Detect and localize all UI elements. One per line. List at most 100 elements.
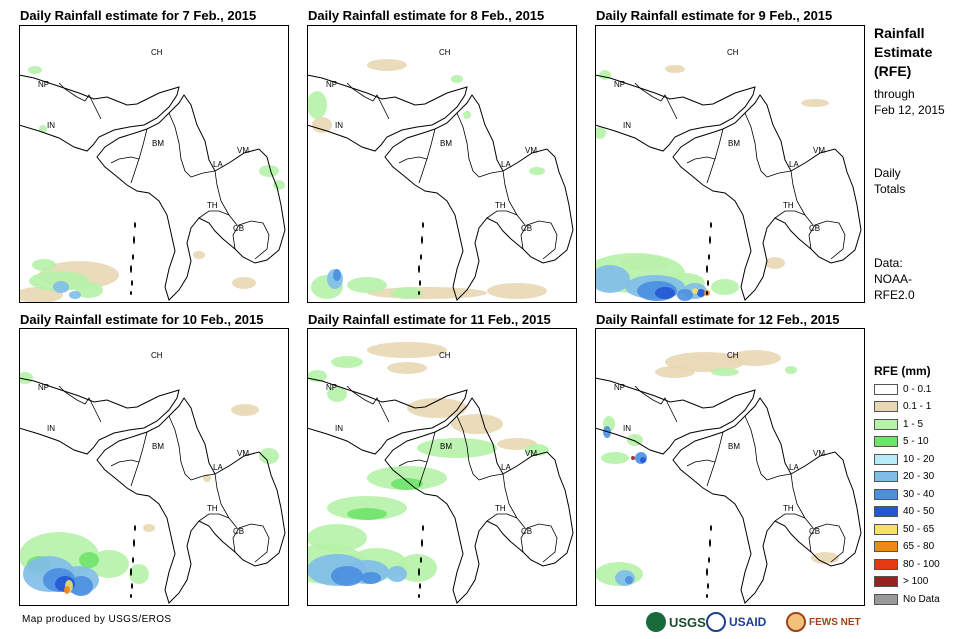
- rainfall-area: [259, 165, 279, 177]
- country-border: [110, 156, 140, 164]
- island: [418, 291, 420, 295]
- map-panel-6: CH NP IN BM LA VM TH CB: [595, 328, 865, 606]
- country-label-bm: BM: [728, 442, 740, 451]
- rainfall-area: [79, 552, 99, 568]
- sidebar-title-line1: Rainfall: [874, 25, 925, 41]
- rainfall-area: [655, 287, 675, 299]
- island: [419, 280, 421, 286]
- rainfall-area: [391, 478, 423, 490]
- country-label-cb: CB: [521, 527, 532, 536]
- country-border: [766, 473, 792, 481]
- rainfall-area: [729, 350, 781, 366]
- legend-swatch: [874, 401, 898, 412]
- country-label-np: NP: [614, 383, 625, 392]
- legend-swatch: [874, 593, 898, 605]
- rainfall-area: [367, 59, 407, 71]
- legend-label: 40 - 50: [903, 506, 935, 517]
- coastline: [96, 94, 286, 301]
- northern-border: [595, 74, 756, 152]
- country-border: [520, 220, 558, 260]
- usaid-logo-text: USAID: [729, 615, 767, 629]
- fews-net-logo-text: FEWS NET: [809, 616, 861, 628]
- coastline: [96, 397, 286, 604]
- sidebar-data-label: Data:: [874, 256, 903, 270]
- sidebar-title-line3: (RFE): [874, 63, 912, 79]
- rainfall-area: [640, 457, 646, 463]
- country-border: [214, 170, 238, 226]
- map-panel-5: CH NP IN BM LA VM TH CB: [307, 328, 577, 606]
- panel-title-3: Daily Rainfall estimate for 9 Feb., 2015: [596, 8, 833, 23]
- fews-net-logo: FEWS NET: [786, 609, 861, 635]
- rainfall-area: [387, 566, 407, 582]
- legend-swatch: [874, 418, 898, 430]
- rainfall-area: [625, 576, 633, 584]
- map-panel-3: CH NP IN BM LA VM TH CB: [595, 25, 865, 303]
- legend-item: 50 - 65: [874, 522, 934, 536]
- country-border: [486, 513, 518, 522]
- legend-label: 5 - 10: [903, 436, 929, 447]
- country-label-la: LA: [789, 160, 799, 169]
- rainfall-area: [367, 342, 447, 358]
- country-label-th: TH: [495, 504, 506, 513]
- island: [420, 254, 422, 260]
- rainfall-area: [143, 524, 155, 532]
- country-border: [58, 82, 102, 120]
- country-label-np: NP: [326, 383, 337, 392]
- country-label-ch: CH: [439, 48, 451, 57]
- sidebar-title-line2: Estimate: [874, 44, 933, 60]
- country-border: [346, 385, 390, 423]
- country-label-th: TH: [783, 201, 794, 210]
- map-panel-4: CH NP IN BM LA VM TH CB: [19, 328, 289, 606]
- rainfall-area: [417, 438, 497, 458]
- country-border: [398, 459, 428, 467]
- island: [134, 525, 136, 531]
- country-label-th: TH: [783, 504, 794, 513]
- country-label-cb: CB: [809, 224, 820, 233]
- map-background: [307, 25, 577, 303]
- country-label-bm: BM: [728, 139, 740, 148]
- rainfall-area: [601, 452, 629, 464]
- rainfall-area: [529, 167, 545, 175]
- country-border: [58, 385, 102, 423]
- legend-swatch: [874, 383, 898, 395]
- island: [133, 236, 135, 244]
- country-label-bm: BM: [440, 442, 452, 451]
- country-label-cb: CB: [809, 527, 820, 536]
- legend-item: 80 - 100: [874, 557, 940, 571]
- rainfall-area: [347, 277, 387, 293]
- usaid-seal-icon: [706, 612, 726, 632]
- coastline: [384, 397, 574, 604]
- island: [709, 539, 711, 547]
- country-label-la: LA: [213, 160, 223, 169]
- rainfall-area: [463, 111, 471, 119]
- legend-swatch: [874, 436, 898, 447]
- panel-title-4: Daily Rainfall estimate for 10 Feb., 201…: [20, 312, 264, 327]
- legend-swatch: [874, 541, 898, 552]
- country-label-ch: CH: [439, 351, 451, 360]
- country-label-la: LA: [213, 463, 223, 472]
- rainfall-area: [347, 508, 387, 520]
- island: [706, 568, 708, 576]
- legend-label: 1 - 5: [903, 418, 924, 430]
- rainfall-area: [655, 366, 695, 378]
- island: [707, 280, 709, 286]
- map-panel-2: CH NP IN BM LA VM TH CB: [307, 25, 577, 303]
- island: [130, 594, 132, 598]
- rainfall-area: [69, 291, 81, 299]
- rainfall-area: [64, 586, 70, 594]
- country-border: [198, 513, 230, 522]
- rainfall-area: [333, 269, 341, 281]
- rainfall-area: [397, 554, 437, 582]
- map-frame: [19, 25, 289, 303]
- country-label-bm: BM: [152, 139, 164, 148]
- legend-label: 50 - 65: [903, 523, 935, 535]
- legend-label: 0.1 - 1: [903, 401, 932, 412]
- country-label-in: IN: [623, 121, 631, 130]
- legend-item: 1 - 5: [874, 417, 923, 431]
- legend-label: 65 - 80: [903, 541, 935, 552]
- country-border: [198, 210, 230, 219]
- usgs-emblem-icon: [646, 612, 666, 632]
- island: [418, 594, 420, 598]
- rainfall-area: [487, 283, 547, 299]
- country-label-la: LA: [789, 463, 799, 472]
